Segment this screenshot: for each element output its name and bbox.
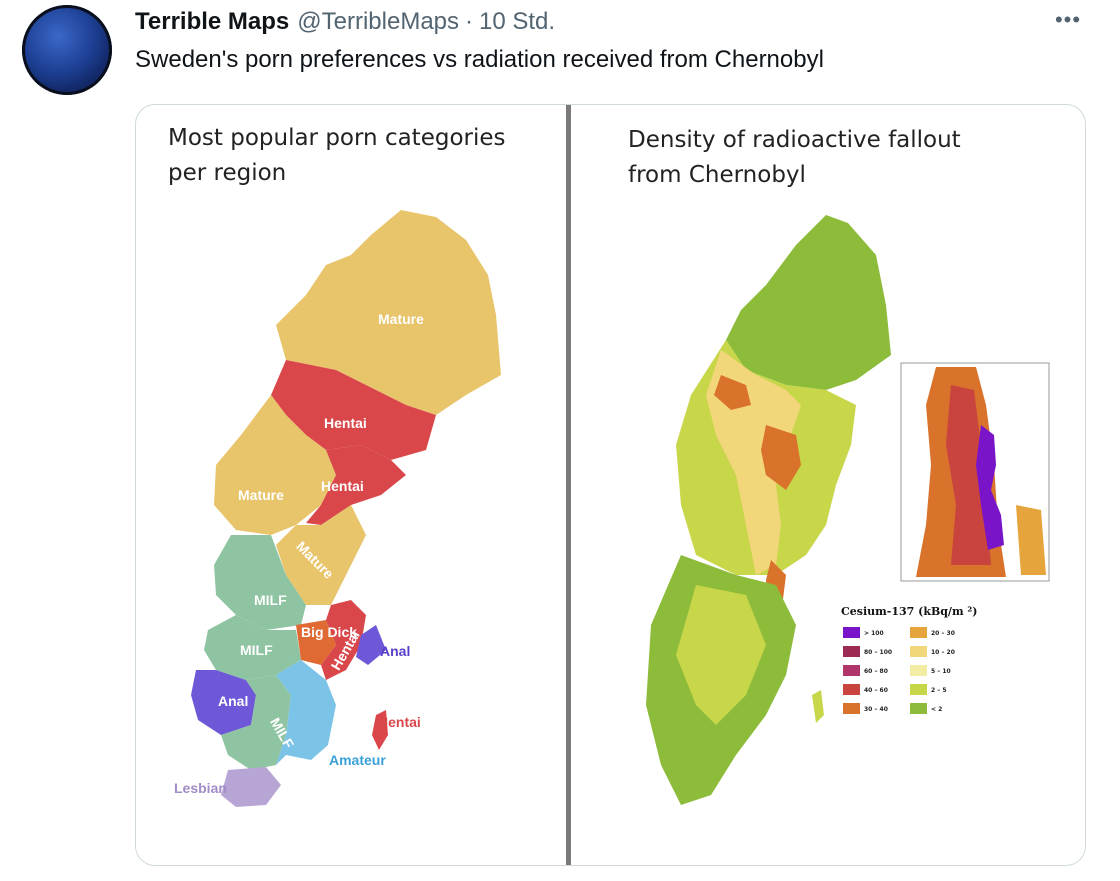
legend-swatch — [843, 703, 860, 714]
inset-yellow — [1016, 505, 1046, 575]
legend-swatch — [843, 646, 860, 657]
author-handle[interactable]: @TerribleMaps — [297, 8, 460, 35]
left-title-line1: Most popular porn categories — [168, 125, 506, 151]
map-label: Big Dick — [301, 624, 357, 640]
map-label: Anal — [218, 693, 248, 709]
right-panel-title: Density of radioactive fallout from Cher… — [628, 123, 1008, 193]
region-hentai-1 — [271, 360, 436, 460]
legend-swatch — [843, 665, 860, 676]
inset-purple — [976, 425, 1004, 550]
legend-label: 10 – 20 — [931, 649, 955, 656]
tweet-header: Terrible Maps @TerribleMaps · 10 Std. — [135, 8, 555, 38]
legend-swatch — [843, 684, 860, 695]
region-anal-west — [191, 670, 256, 735]
region-amateur — [276, 660, 336, 765]
tweet-image[interactable]: Mature Hentai Mature Hentai Mature MILF … — [135, 104, 1086, 866]
legend: > 100 80 – 100 60 – 80 40 – 60 30 – 40 20 – 3… — [843, 627, 955, 714]
region-mature-north — [276, 210, 501, 415]
region-big-dick — [296, 620, 336, 665]
map-label: MILF — [254, 592, 287, 608]
left-title-line2: per region — [168, 160, 287, 186]
map-label: Mature — [378, 311, 424, 327]
legend-label: 5 – 10 — [931, 668, 951, 675]
tweet-text: Sweden's porn preferences vs radiation r… — [135, 46, 824, 73]
region-anal-east — [356, 625, 386, 665]
legend-swatch — [910, 684, 927, 695]
region-hentai-3 — [321, 600, 366, 680]
legend-swatch — [910, 646, 927, 657]
fallout-north — [726, 215, 891, 390]
legend-label: < 2 — [931, 706, 942, 713]
panel-divider — [566, 105, 571, 865]
inset-brown — [946, 385, 991, 565]
map-label: Lesbian — [174, 780, 227, 796]
author-name[interactable]: Terrible Maps — [135, 8, 290, 35]
map-label: Mature — [238, 487, 284, 503]
fallout-orange-1 — [714, 375, 751, 410]
legend-label: 20 – 30 — [931, 630, 955, 637]
map-label: Amateur — [329, 752, 386, 768]
region-hentai-2 — [306, 445, 406, 525]
region-gotland — [372, 710, 388, 750]
map-label: Hentai — [324, 415, 367, 431]
map-label: MILF — [240, 642, 273, 658]
left-panel-title: Most popular porn categories per region — [168, 121, 548, 191]
region-milf-3 — [221, 675, 291, 770]
legend-swatch — [910, 703, 927, 714]
legend-label: 40 – 60 — [864, 687, 888, 694]
more-horizontal-icon[interactable]: ••• — [1054, 7, 1082, 32]
legend-swatch — [843, 627, 860, 638]
legend-label: 60 – 80 — [864, 668, 888, 675]
legend-swatch — [910, 627, 927, 638]
region-lesbian — [221, 767, 281, 807]
region-milf-2 — [204, 615, 301, 680]
separator: · — [465, 8, 474, 35]
region-milf-1 — [214, 535, 306, 630]
timestamp[interactable]: 10 Std. — [479, 8, 556, 35]
map-graphic: Mature Hentai Mature Hentai Mature MILF … — [174, 210, 1050, 807]
legend-label: 80 – 100 — [864, 649, 892, 656]
map-label: Hentai — [321, 478, 364, 494]
region-mature-east — [276, 505, 366, 605]
legend-title: Cesium-137 (kBq/m ²) — [841, 605, 977, 618]
chernobyl-fallout-map: Cesium-137 (kBq/m ²) > 100 80 – 100 60 – 8… — [646, 215, 1050, 805]
avatar[interactable] — [22, 5, 112, 95]
legend-label: 2 – 5 — [931, 687, 947, 694]
fallout-gotland — [812, 690, 824, 723]
fallout-south-light — [676, 585, 766, 725]
region-mature-west — [214, 395, 336, 535]
fallout-orange-2 — [761, 425, 801, 490]
legend-swatch — [910, 665, 927, 676]
legend-label: > 100 — [864, 630, 884, 637]
right-title-line1: Density of radioactive fallout — [628, 127, 961, 153]
legend-label: 30 – 40 — [864, 706, 888, 713]
map-label: Hentai — [378, 714, 421, 730]
sweden-porn-map: Mature Hentai Mature Hentai Mature MILF … — [174, 210, 501, 807]
right-title-line2: from Chernobyl — [628, 162, 806, 188]
map-label: Anal — [380, 643, 410, 659]
